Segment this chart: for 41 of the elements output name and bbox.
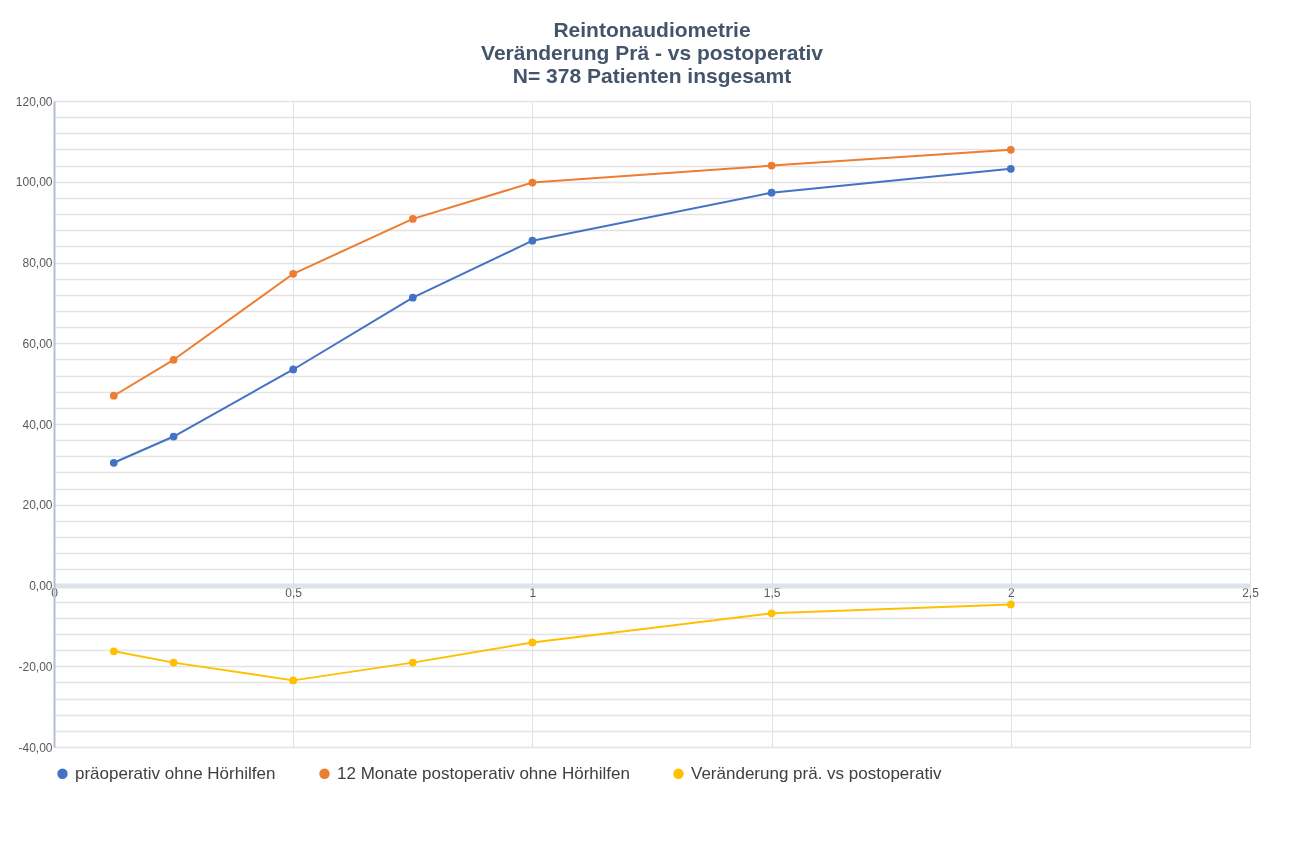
point (408, 293, 417, 302)
legend-label: präoperativ ohne Hörhilfen (75, 763, 276, 783)
x-tick-label: 1 (529, 586, 537, 600)
point (109, 458, 118, 467)
legend-label: 12 Monate postoperativ ohne Hörhilfen (337, 763, 630, 783)
point (408, 658, 417, 667)
point (289, 269, 298, 278)
text: Veränderung Prä - vs postoperativ (481, 41, 823, 64)
y-tick-label: -40,00 (18, 740, 53, 755)
point (528, 178, 537, 187)
x-tick-label: 0,5 (285, 586, 303, 600)
point (289, 676, 298, 685)
y-tick-label: 60,00 (22, 336, 53, 351)
point (767, 609, 776, 618)
y-tick-label: 80,00 (22, 256, 53, 270)
text: N= 378 Patienten insgesamt (512, 64, 792, 87)
y-tick-label: 20,00 (22, 498, 53, 513)
point (1006, 164, 1015, 173)
y-tick-label: 0,00 (29, 579, 53, 593)
point (109, 647, 118, 656)
point (289, 365, 298, 374)
point (1006, 600, 1015, 609)
x-tick-label: 2 (1007, 586, 1015, 600)
point (767, 161, 776, 170)
point (169, 355, 178, 364)
point (767, 188, 776, 197)
x-tick-label: 2,5 (1242, 586, 1260, 600)
point (528, 638, 537, 647)
point (169, 432, 178, 441)
y-tick-label: 120,00 (15, 94, 53, 109)
y-tick-label: 100,00 (15, 175, 53, 190)
point (169, 658, 178, 667)
point (528, 236, 537, 245)
point (109, 391, 118, 400)
x-tick-label: 1,5 (763, 586, 781, 600)
y-tick-label: -20,00 (18, 659, 53, 674)
text: Reintonaudiometrie (553, 18, 751, 41)
point (1006, 145, 1015, 154)
y-tick-label: 40,00 (22, 417, 53, 432)
point (408, 215, 417, 223)
legend-label: Veränderung prä. vs postoperativ (691, 763, 942, 783)
